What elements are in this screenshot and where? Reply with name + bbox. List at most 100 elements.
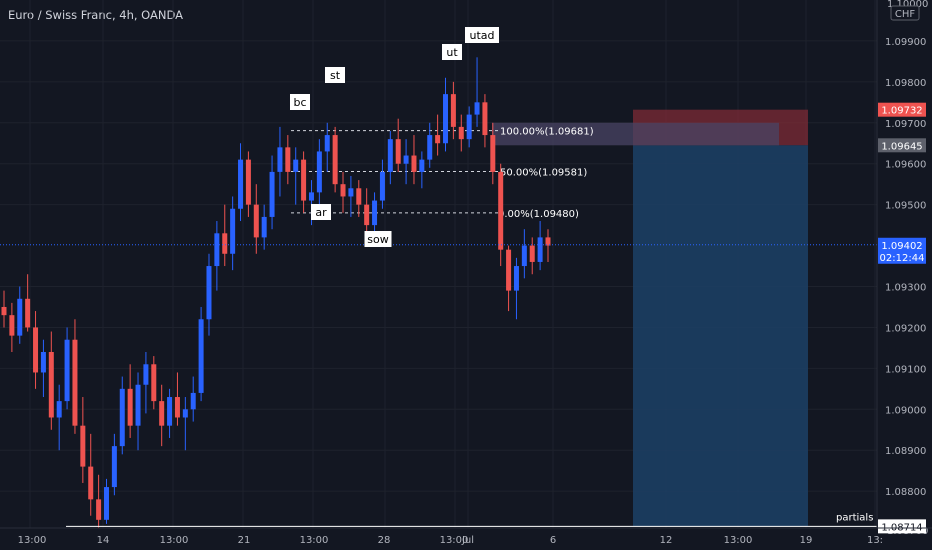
candle xyxy=(537,237,543,262)
fib-level-label: 50.00%(1.09581) xyxy=(500,167,587,178)
annotation-label-utad: utad xyxy=(469,29,494,42)
candle xyxy=(411,155,417,172)
candle xyxy=(395,139,401,164)
candle xyxy=(135,384,141,426)
current-price-badge xyxy=(878,237,926,264)
time-axis-tick: 13:00 xyxy=(724,535,753,546)
price-axis-tick: 1.09800 xyxy=(885,78,926,89)
price-badge-label: 1.09732 xyxy=(881,106,922,117)
candle xyxy=(308,192,314,201)
candle xyxy=(443,94,449,144)
candle xyxy=(103,487,109,520)
annotation-box xyxy=(290,94,310,110)
candle xyxy=(33,327,39,373)
annotation-label-ar: ar xyxy=(315,206,327,219)
price-axis-tick: 1.09000 xyxy=(885,405,926,416)
price-badge xyxy=(878,102,926,117)
candle xyxy=(435,135,441,144)
price-axis-tick: 1.08900 xyxy=(885,446,926,457)
time-axis-tick: 21 xyxy=(238,535,251,546)
price-axis-tick: 1.09300 xyxy=(885,283,926,294)
candle xyxy=(151,364,157,402)
candle xyxy=(25,298,31,328)
time-axis-tick: 6 xyxy=(550,535,556,546)
annotation-box xyxy=(442,44,462,60)
candle xyxy=(521,245,527,267)
candle xyxy=(348,188,354,197)
candle xyxy=(379,171,385,201)
annotation-box xyxy=(311,204,331,220)
price-badge-label: 1.09645 xyxy=(881,141,922,152)
time-axis-tick: 12 xyxy=(660,535,673,546)
candle xyxy=(159,401,165,426)
candle xyxy=(198,319,204,393)
fib-level-label: 0.00%(1.09480) xyxy=(498,209,579,220)
candle xyxy=(40,352,46,373)
candle xyxy=(238,159,244,209)
annotation-box xyxy=(465,27,499,43)
candle xyxy=(498,171,504,250)
candle xyxy=(356,188,362,205)
candle xyxy=(506,249,512,291)
candle xyxy=(111,446,117,488)
candle xyxy=(253,204,259,238)
candle xyxy=(466,114,472,140)
price-badge xyxy=(878,138,926,153)
price-axis-tick-top: 1.10000 xyxy=(887,0,928,10)
candle xyxy=(9,315,15,336)
annotation-label-st: st xyxy=(330,69,341,82)
candle xyxy=(301,159,307,201)
candle xyxy=(419,159,425,172)
chart-title: Euro / Swiss Franc, 4h, OANDA xyxy=(8,8,184,22)
candle xyxy=(190,392,196,410)
price-axis-tick: 1.09900 xyxy=(885,37,926,48)
candle xyxy=(340,184,346,197)
candle xyxy=(64,339,70,402)
price-axis-tick: 1.08800 xyxy=(885,487,926,498)
candle xyxy=(56,401,62,418)
candle xyxy=(269,171,275,217)
candle xyxy=(96,499,102,520)
candle xyxy=(324,135,330,152)
candle xyxy=(332,135,338,185)
candle xyxy=(230,208,236,254)
annotation-box xyxy=(364,231,392,247)
candle xyxy=(88,466,94,500)
candle xyxy=(427,135,433,160)
time-axis-tick: 13:00 xyxy=(440,535,469,546)
annotation-label-bc: bc xyxy=(293,96,306,109)
candle xyxy=(206,266,212,320)
candle xyxy=(127,388,133,426)
time-axis-tick: 13: xyxy=(867,535,883,546)
price-axis-tick: 1.09500 xyxy=(885,201,926,212)
candle xyxy=(72,339,78,426)
candle xyxy=(450,94,456,127)
price-axis-tick: 1.09700 xyxy=(885,119,926,130)
candle xyxy=(80,425,86,467)
candle xyxy=(316,151,322,193)
currency-label: CHF xyxy=(895,9,916,20)
candle xyxy=(182,409,188,418)
candle xyxy=(245,159,251,205)
candle xyxy=(529,245,535,262)
time-axis-tick: 14 xyxy=(97,535,110,546)
candle xyxy=(474,102,480,115)
candle xyxy=(364,204,370,226)
time-axis-tick: 13:00 xyxy=(160,535,189,546)
candle xyxy=(119,388,125,447)
price-badge xyxy=(878,519,926,534)
candle xyxy=(403,155,409,164)
price-axis-tick: 1.09200 xyxy=(885,323,926,334)
candle xyxy=(1,306,7,316)
candle xyxy=(17,298,23,336)
annotation-label-ut: ut xyxy=(446,46,458,59)
current-price-label: 1.09402 xyxy=(881,241,922,252)
time-axis-tick: 13:00 xyxy=(18,535,47,546)
entry-zone-box xyxy=(492,122,779,146)
annotation-box xyxy=(325,67,345,83)
bar-countdown: 02:12:44 xyxy=(880,253,925,264)
time-axis-tick: 28 xyxy=(378,535,391,546)
price-axis-tick: 1.09100 xyxy=(885,364,926,375)
annotation-label-sow: sow xyxy=(367,233,388,246)
